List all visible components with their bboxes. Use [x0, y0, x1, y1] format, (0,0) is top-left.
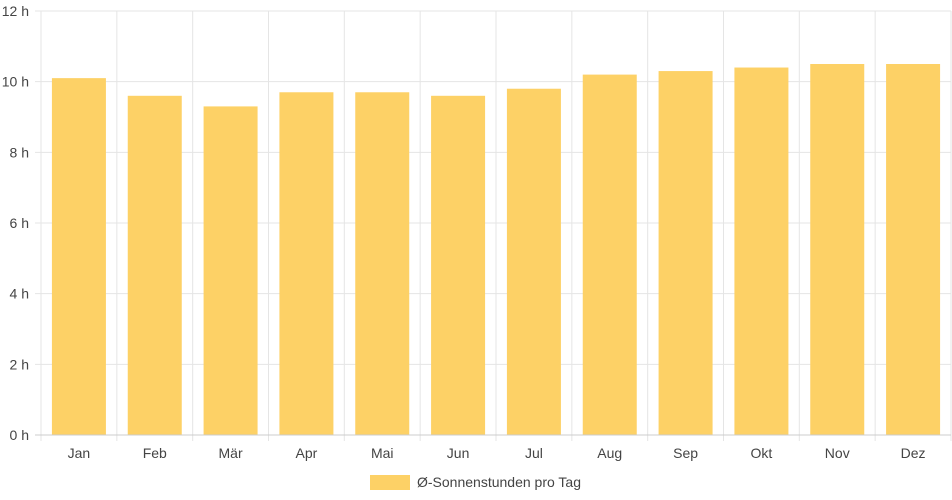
y-tick-label: 12 h — [2, 3, 29, 19]
legend-swatch — [370, 475, 410, 490]
legend-label: Ø-Sonnenstunden pro Tag — [417, 474, 581, 490]
y-tick-label: 10 h — [2, 74, 29, 90]
bar[interactable] — [734, 67, 789, 436]
x-tick-label: Nov — [825, 445, 850, 461]
x-tick-label: Jan — [68, 445, 91, 461]
grid — [35, 10, 952, 441]
bar[interactable] — [127, 95, 182, 436]
x-tick-label: Mär — [219, 445, 243, 461]
bar[interactable] — [582, 74, 637, 435]
x-tick-label: Sep — [673, 445, 698, 461]
y-tick-label: 6 h — [10, 215, 29, 231]
axes: 0 h 2 h 4 h 6 h 8 h 10 h 12 h Jan Feb Mär Apr Mai Ju… — [2, 3, 951, 461]
bar[interactable] — [431, 95, 486, 436]
bar[interactable] — [279, 92, 334, 436]
x-tick-label: Okt — [751, 445, 773, 461]
bars — [51, 64, 941, 436]
x-tick-label: Jun — [447, 445, 470, 461]
bar[interactable] — [658, 71, 713, 436]
bar[interactable] — [506, 88, 561, 435]
x-tick-label: Dez — [901, 445, 926, 461]
bar[interactable] — [51, 78, 106, 435]
x-tick-label: Jul — [525, 445, 543, 461]
y-tick-label: 4 h — [10, 286, 29, 302]
bar[interactable] — [355, 92, 410, 436]
x-tick-label: Mai — [371, 445, 394, 461]
x-tick-label: Feb — [143, 445, 167, 461]
y-tick-label: 8 h — [10, 144, 29, 160]
bar[interactable] — [203, 106, 258, 436]
y-tick-label: 2 h — [10, 356, 29, 372]
x-tick-label: Aug — [597, 445, 622, 461]
bar[interactable] — [886, 64, 941, 435]
bar[interactable] — [810, 64, 865, 435]
x-tick-label: Apr — [296, 445, 318, 461]
legend[interactable]: Ø-Sonnenstunden pro Tag — [370, 474, 581, 490]
y-tick-label: 0 h — [10, 427, 29, 443]
